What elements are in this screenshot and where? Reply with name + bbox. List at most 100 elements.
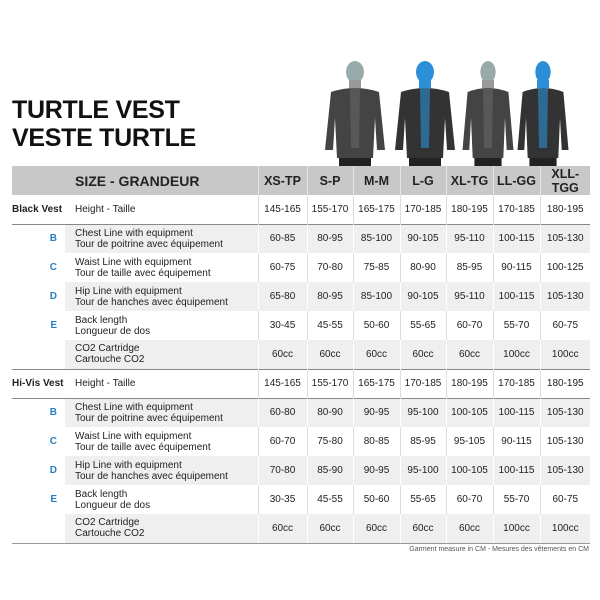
measure-letter: C [49,262,57,273]
measure-letter: B [12,223,65,253]
measure-description: Hip Line with equipment Tour de hanches a… [65,282,258,311]
size-value: 90-105 [399,282,446,311]
size-value: 60-80 [257,397,307,427]
size-value: 105-130 [539,223,590,253]
page-title: TURTLE VEST VESTE TURTLE [12,96,196,152]
measure-letter: D [49,465,57,476]
size-value: 75-85 [352,253,400,282]
size-value: 100cc [539,514,590,544]
size-value: 100-115 [492,397,540,427]
measure-description: Back length Longueur de dos [75,314,151,337]
header-size-label: SIZE - GRANDEUR [65,166,258,195]
size-value: 155-170 [306,368,353,398]
size-value: 145-165 [257,368,307,398]
measure-description: Chest Line with equipment Tour de poitrin… [65,397,258,427]
size-value: 60-85 [257,223,307,253]
measure-letter [12,514,65,544]
header-size: XLL-TGG [539,166,590,195]
measure-letter: D [49,291,57,302]
size-value: 30-45 [257,311,307,340]
size-value: 70-80 [257,456,307,485]
measure-description: Height - Taille [65,368,258,398]
person-figure [395,61,455,166]
table-header-row: SIZE - GRANDEUR XS-TP S-P M-M L-G XL-TG LL-GG X… [12,166,590,195]
measure-description: CO2 Cartridge Cartouche CO2 [65,514,258,544]
size-value: 100-115 [492,282,540,311]
person-figure [517,61,569,166]
size-value: 170-185 [399,195,446,224]
section-label: Black Vest [12,203,63,215]
size-value: 180-195 [539,195,590,224]
size-value: 105-130 [539,282,590,311]
table-row: B Chest Line with equipment Tour de poitri… [12,223,590,253]
size-value: 60-75 [539,485,590,514]
size-chart-table: SIZE - GRANDEUR XS-TP S-P M-M L-G XL-TG LL-GG X… [12,166,590,544]
size-value: 105-130 [539,427,590,456]
size-value: 90-95 [352,397,400,427]
size-value: 90-95 [352,456,400,485]
header-size: S-P [306,166,353,195]
size-value: 100-115 [492,456,540,485]
size-value: 95-110 [445,223,493,253]
size-value: 90-115 [492,253,540,282]
header-size: XS-TP [257,166,307,195]
size-value: 180-195 [445,195,493,224]
size-value: 100-105 [445,397,493,427]
size-value: 60cc [445,514,493,544]
size-value: 60cc [399,340,446,369]
header-size: XL-TG [445,166,493,195]
measure-description: Hip Line with equipment Tour de hanches a… [65,456,258,485]
size-value: 65-80 [257,282,307,311]
size-value: 145-165 [257,195,307,224]
size-value: 165-175 [352,195,400,224]
measure-letter: B [12,397,65,427]
size-value: 60-75 [539,311,590,340]
size-value: 85-100 [352,223,400,253]
size-value: 60cc [399,514,446,544]
measure-description: Height - Taille [75,203,136,215]
size-value: 60-70 [445,485,493,514]
table-row: CO2 Cartridge Cartouche CO2 60cc 60cc 60cc 60… [12,340,590,369]
section-label: Hi-Vis Vest [12,368,65,398]
size-value: 85-90 [306,456,353,485]
table-row: Hi-Vis Vest Height - Taille 145-165 155-170… [12,368,590,398]
table-row: B Chest Line with equipment Tour de poitri… [12,397,590,427]
header-size: LL-GG [492,166,540,195]
person-figure [325,61,385,166]
person-figure [462,61,514,166]
size-value: 70-80 [306,253,353,282]
size-value: 60cc [257,514,307,544]
size-value: 55-70 [492,311,540,340]
measure-description: Back length Longueur de dos [75,488,151,511]
size-value: 170-185 [399,368,446,398]
table-row: E Back length Longueur de dos 30-45 45-55 50-… [12,311,590,340]
size-value: 155-170 [306,195,353,224]
size-value: 180-195 [539,368,590,398]
size-value: 60cc [306,514,353,544]
header-size: L-G [399,166,446,195]
header-size: M-M [352,166,400,195]
size-value: 100-115 [492,223,540,253]
measure-letter [12,340,65,369]
size-value: 45-55 [306,485,353,514]
size-value: 45-55 [306,311,353,340]
size-value: 60-70 [257,427,307,456]
size-value: 80-90 [306,397,353,427]
size-value: 95-100 [399,456,446,485]
table-row: D Hip Line with equipment Tour de hanches … [12,456,590,485]
size-value: 90-115 [492,427,540,456]
measure-description: CO2 Cartridge Cartouche CO2 [65,340,258,369]
measure-letter: E [50,320,57,331]
size-value: 80-95 [306,223,353,253]
size-value: 50-60 [352,311,400,340]
size-value: 90-105 [399,223,446,253]
size-value: 180-195 [445,368,493,398]
size-value: 75-80 [306,427,353,456]
measure-letter: C [49,436,57,447]
size-value: 105-130 [539,456,590,485]
size-value: 60cc [352,340,400,369]
size-value: 80-95 [306,282,353,311]
size-value: 60cc [257,340,307,369]
measure-letter: E [50,494,57,505]
size-value: 60-70 [445,311,493,340]
